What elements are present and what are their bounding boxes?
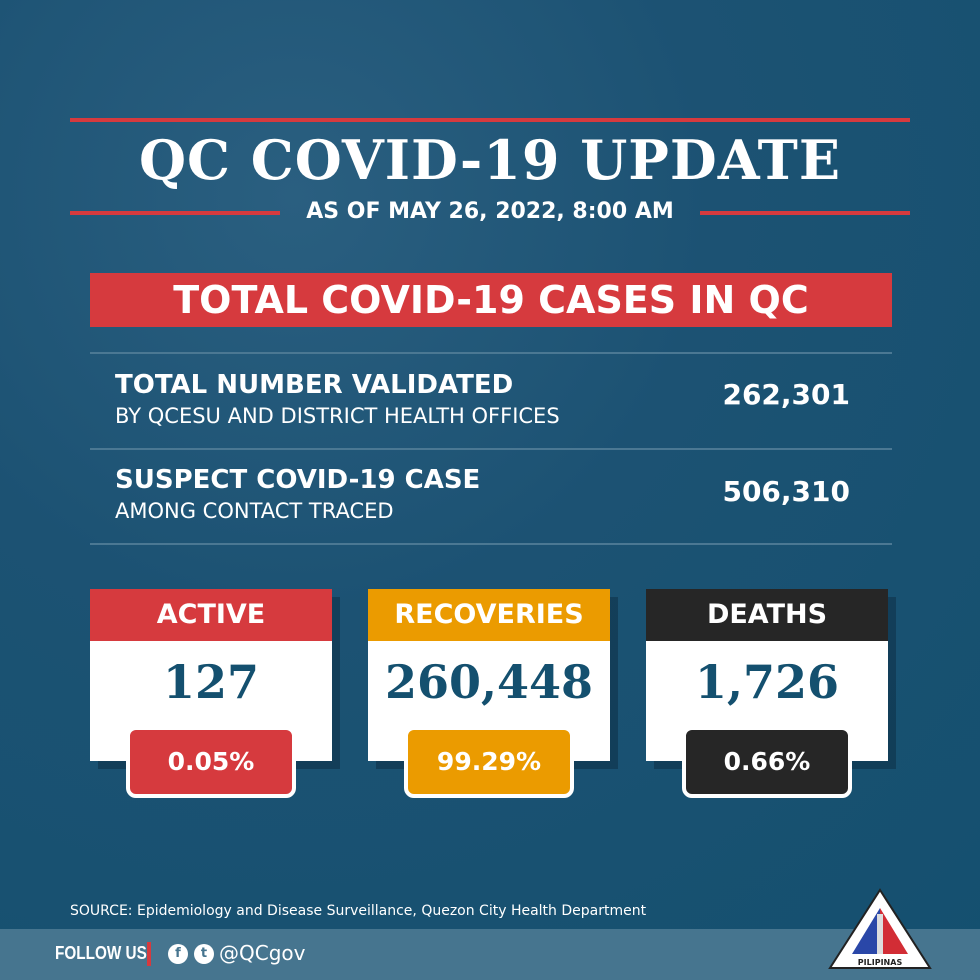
row-label: SUSPECT COVID-19 CASE [115, 465, 481, 495]
card-label: ACTIVE [90, 589, 332, 641]
card-value: 127 [162, 655, 260, 709]
card-value: 260,448 [384, 655, 594, 709]
source-note: SOURCE: Epidemiology and Disease Surveil… [70, 903, 647, 919]
row-sublabel: AMONG CONTACT TRACED [115, 499, 394, 523]
divider [90, 543, 892, 545]
page-title: QC COVID-19 UPDATE [138, 128, 842, 192]
divider [90, 352, 892, 354]
social-handle[interactable]: @QCgov [219, 941, 306, 965]
date-subtitle: AS OF MAY 26, 2022, 8:00 AM [306, 199, 674, 224]
card-label: RECOVERIES [368, 589, 610, 641]
quezon-city-seal-logo: PILIPINAS [828, 888, 932, 969]
section-banner: TOTAL COVID-19 CASES IN QC [90, 273, 892, 327]
right-rule [700, 211, 910, 215]
card-label: DEATHS [646, 589, 888, 641]
percent-badge: 0.66% [682, 726, 852, 798]
top-rule [70, 118, 910, 122]
left-rule [70, 211, 280, 215]
facebook-icon[interactable]: f [168, 944, 188, 964]
percent-badge: 0.05% [126, 726, 296, 798]
svg-text:PILIPINAS: PILIPINAS [858, 958, 903, 967]
divider [90, 448, 892, 450]
row-label: TOTAL NUMBER VALIDATED [115, 370, 514, 400]
twitter-icon[interactable]: t [194, 944, 214, 964]
row-value: 262,301 [722, 378, 850, 411]
separator [147, 942, 151, 966]
row-sublabel: BY QCESU AND DISTRICT HEALTH OFFICES [115, 404, 560, 428]
percent-badge: 99.29% [404, 726, 574, 798]
row-value: 506,310 [722, 475, 850, 508]
footer-bar [0, 929, 980, 980]
card-value: 1,726 [694, 655, 840, 709]
follow-us-label: FOLLOW US [55, 943, 147, 963]
